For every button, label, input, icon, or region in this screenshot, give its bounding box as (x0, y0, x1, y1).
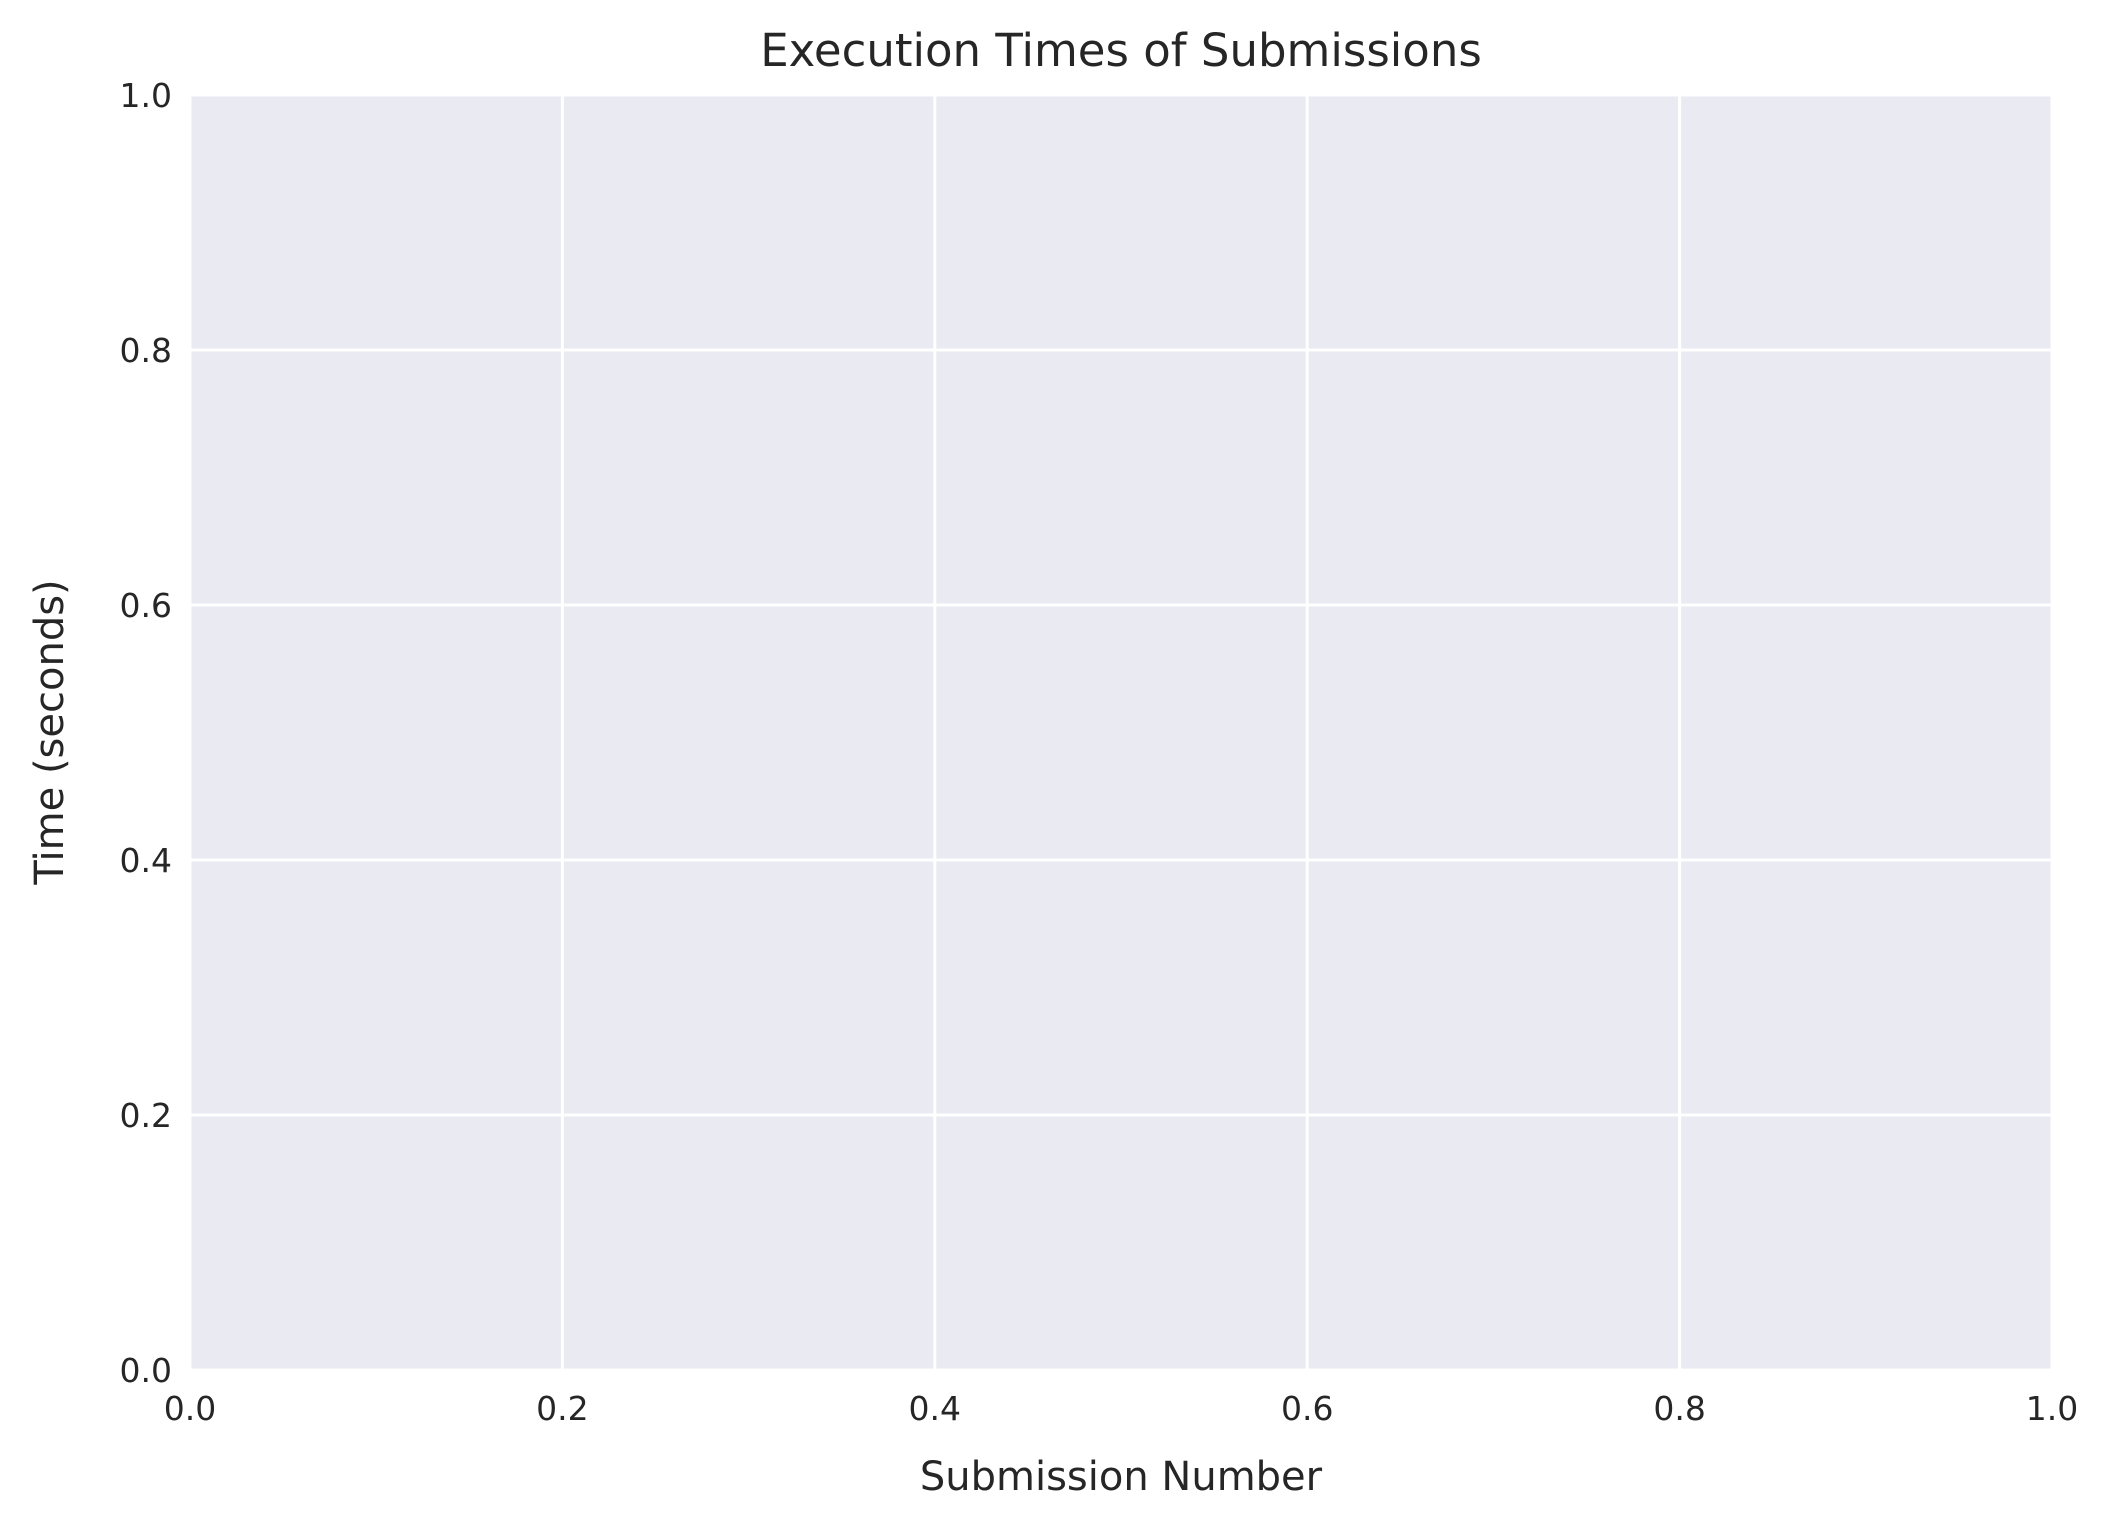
x-axis-ticks: 0.0 0.2 0.4 0.6 0.8 1.0 (164, 1389, 2078, 1428)
y-tick-label: 0.4 (120, 841, 172, 880)
y-axis-ticks: 0.0 0.2 0.4 0.6 0.8 1.0 (120, 76, 172, 1390)
y-tick-label: 0.2 (120, 1096, 172, 1135)
grid (188, 93, 2054, 1372)
y-axis-label: Time (seconds) (27, 579, 73, 885)
plot-area (190, 95, 2052, 1370)
x-axis-label: Submission Number (920, 1454, 1323, 1500)
y-tick-label: 1.0 (120, 76, 172, 115)
y-tick-label: 0.6 (120, 586, 172, 625)
chart-title: Execution Times of Submissions (760, 24, 1482, 77)
x-tick-label: 0.2 (536, 1389, 588, 1428)
y-tick-label: 0.8 (120, 331, 172, 370)
x-tick-label: 0.8 (1653, 1389, 1705, 1428)
x-tick-label: 1.0 (2026, 1389, 2078, 1428)
x-tick-label: 0.6 (1281, 1389, 1333, 1428)
y-tick-label: 0.0 (120, 1351, 172, 1390)
x-tick-label: 0.4 (909, 1389, 961, 1428)
x-tick-label: 0.0 (164, 1389, 216, 1428)
